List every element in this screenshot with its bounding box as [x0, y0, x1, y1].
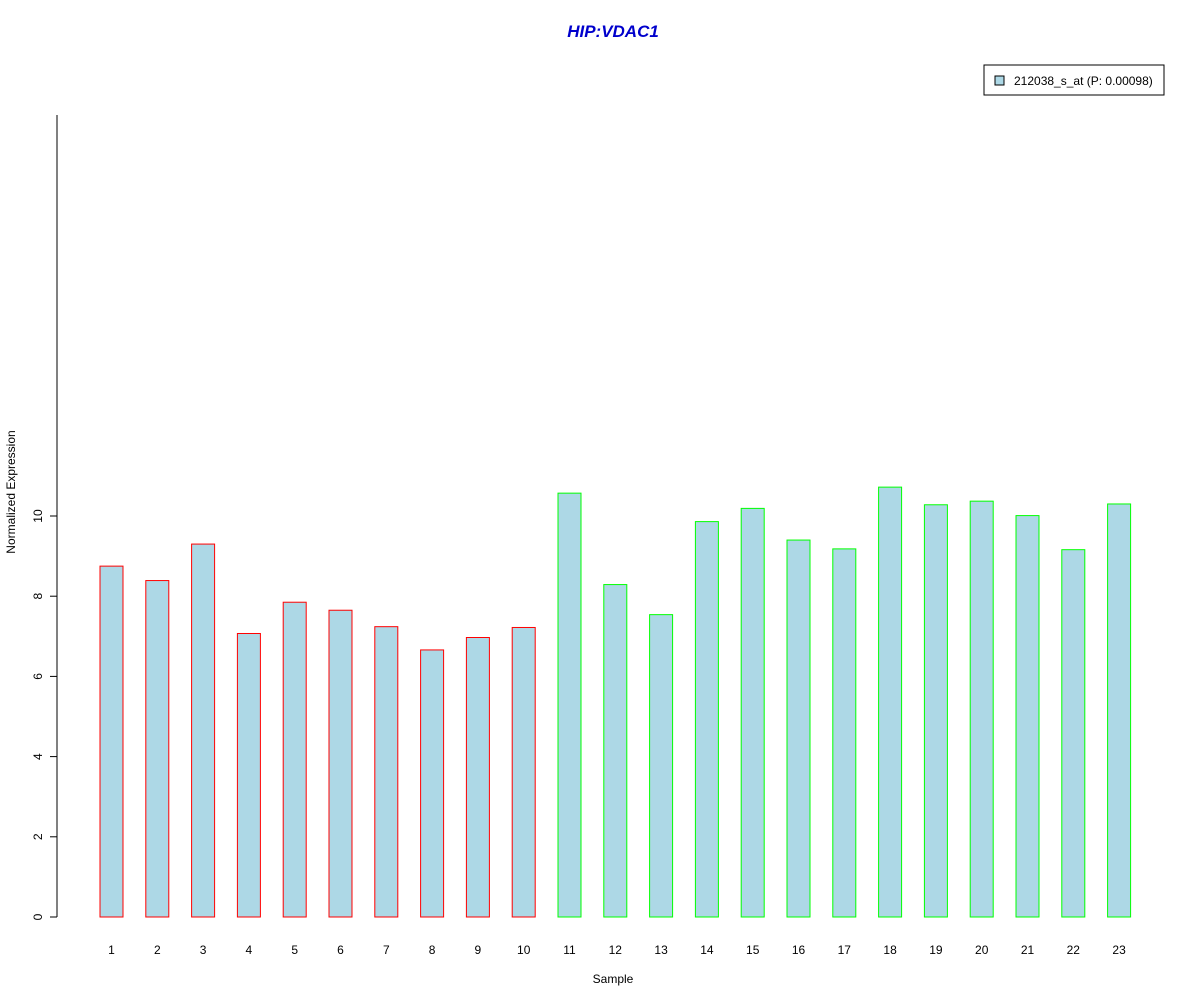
x-tick-label: 21	[1021, 943, 1035, 957]
bar-sample-5	[282, 601, 307, 918]
x-tick-label: 7	[383, 943, 390, 957]
bar-sample-17	[832, 548, 857, 918]
bar-sample-19	[923, 504, 948, 918]
bar-sample-12	[603, 584, 628, 918]
bar-sample-4	[236, 632, 261, 918]
x-axis-tick-labels: 1 2 3 4 5 6 7 8 9 10 11 12 13 14 15 16 17 18 19 20 21 22 23	[108, 943, 1126, 957]
x-tick-label: 19	[929, 943, 943, 957]
y-tick-label: 0	[31, 913, 45, 920]
x-tick-label: 22	[1067, 943, 1081, 957]
x-tick-label: 5	[291, 943, 298, 957]
bar-sample-7	[374, 626, 399, 918]
bars	[99, 486, 1132, 918]
bar-sample-20	[969, 500, 994, 918]
bar-sample-6	[328, 609, 353, 918]
bar-sample-15	[740, 507, 765, 918]
y-axis-label: Normalized Expression	[4, 430, 18, 553]
y-tick-label: 2	[31, 833, 45, 840]
bar-sample-22	[1061, 549, 1086, 918]
bar-sample-1	[99, 565, 124, 918]
x-tick-label: 12	[609, 943, 623, 957]
y-tick-label: 6	[31, 673, 45, 680]
bar-sample-11	[557, 492, 582, 918]
x-tick-label: 3	[200, 943, 207, 957]
bar-sample-18	[878, 486, 903, 918]
bar-sample-8	[420, 649, 445, 918]
bar-sample-10	[511, 626, 536, 918]
x-tick-label: 10	[517, 943, 531, 957]
x-tick-label: 15	[746, 943, 760, 957]
legend-box	[983, 64, 1165, 96]
x-tick-label: 14	[700, 943, 714, 957]
legend-label: 212038_s_at (P: 0.00098)	[1014, 74, 1153, 88]
bar-sample-9	[465, 637, 490, 918]
x-tick-label: 4	[246, 943, 253, 957]
x-tick-label: 18	[883, 943, 897, 957]
chart-title: HIP:VDAC1	[567, 22, 659, 41]
bar-sample-14	[694, 521, 719, 918]
y-tick-label: 4	[31, 753, 45, 760]
x-tick-label: 8	[429, 943, 436, 957]
x-tick-label: 9	[475, 943, 482, 957]
x-tick-label: 17	[838, 943, 852, 957]
bar-sample-21	[1015, 515, 1040, 918]
x-tick-label: 20	[975, 943, 989, 957]
x-tick-label: 23	[1112, 943, 1126, 957]
bar-sample-13	[649, 614, 674, 918]
legend-swatch	[994, 75, 1005, 86]
y-tick-label: 10	[31, 509, 45, 523]
x-tick-label: 6	[337, 943, 344, 957]
bar-sample-3	[191, 543, 216, 918]
bar-sample-2	[145, 580, 170, 918]
x-tick-label: 11	[563, 943, 576, 957]
legend: 212038_s_at (P: 0.00098)	[983, 64, 1165, 96]
x-tick-label: 16	[792, 943, 806, 957]
y-axis-ticks: 0 2 4 6 8 10	[31, 509, 57, 920]
bar-sample-16	[786, 539, 811, 918]
x-tick-label: 2	[154, 943, 161, 957]
x-tick-label: 13	[654, 943, 668, 957]
x-axis-label: Sample	[593, 972, 634, 986]
bar-sample-23	[1107, 503, 1132, 918]
y-tick-label: 8	[31, 593, 45, 600]
x-tick-label: 1	[108, 943, 115, 957]
